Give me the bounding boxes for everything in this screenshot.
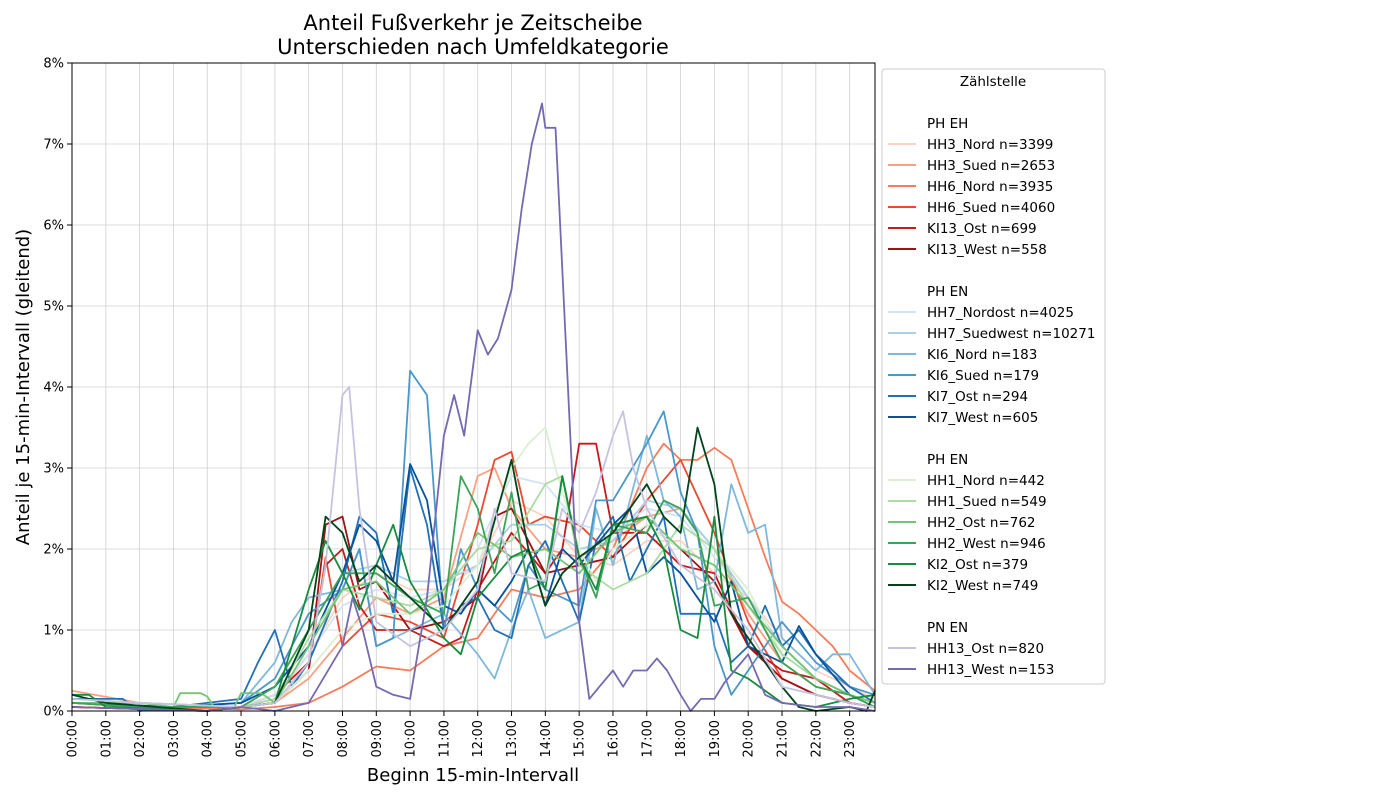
x-tick-label: 00:00	[66, 720, 81, 757]
legend-group-heading: PH EN	[927, 452, 968, 468]
x-tick-label: 09:00	[370, 720, 385, 757]
y-tick-label: 3%	[43, 462, 64, 477]
legend-entry: KI2_Ost n=379	[927, 557, 1028, 573]
x-tick-label: 22:00	[809, 720, 824, 757]
series-line	[72, 467, 876, 712]
legend-entry: HH13_Ost n=820	[927, 641, 1044, 657]
series-line	[71, 102, 876, 712]
x-tick-label: 11:00	[437, 720, 452, 757]
legend-entry: HH1_Sued n=549	[927, 494, 1047, 510]
series-line	[72, 515, 876, 708]
legend-group-heading: PN EN	[927, 620, 968, 636]
x-tick-label: 06:00	[268, 720, 283, 757]
y-tick-label: 1%	[43, 624, 64, 639]
x-tick-label: 23:00	[843, 720, 858, 757]
x-tick-label: 14:00	[539, 720, 554, 757]
y-tick-label: 4%	[43, 381, 64, 396]
x-tick-label: 08:00	[336, 720, 351, 757]
y-tick-label: 6%	[43, 219, 64, 234]
x-axis-label: Beginn 15-min-Intervall	[367, 765, 579, 786]
series-line	[72, 475, 876, 708]
y-tick-label: 0%	[43, 705, 64, 720]
x-tick-label: 10:00	[404, 720, 419, 757]
legend-entry: HH3_Sued n=2653	[927, 158, 1055, 174]
legend-entry: HH1_Nord n=442	[927, 473, 1045, 489]
series-line	[72, 499, 876, 708]
legend-entry: HH2_Ost n=762	[927, 515, 1036, 531]
y-tick-label: 5%	[43, 300, 64, 315]
x-tick-label: 01:00	[99, 720, 114, 757]
legend-entry: HH13_West n=153	[927, 662, 1054, 678]
legend-entry: HH6_Sued n=4060	[927, 200, 1055, 216]
legend-entry: HH6_Nord n=3935	[927, 179, 1053, 195]
series-line	[72, 475, 876, 708]
chart-title: Anteil Fußverkehr je Zeitscheibe	[303, 11, 642, 35]
x-tick-label: 19:00	[708, 720, 723, 757]
y-tick-label: 2%	[43, 543, 64, 558]
x-tick-label: 05:00	[235, 720, 250, 757]
x-axis-ticks: 00:00 01:00 02:00 03:00 04:00 05:00 06:00 07:00…	[66, 711, 858, 757]
legend-entry: HH2_West n=946	[927, 536, 1046, 552]
legend-entry: KI13_West n=558	[927, 242, 1047, 258]
legend-entry: KI7_Ost n=294	[927, 389, 1028, 405]
legend-title: Zählstelle	[960, 74, 1026, 90]
legend-entry: KI6_Sued n=179	[927, 368, 1039, 384]
y-tick-label: 7%	[43, 138, 64, 153]
x-tick-label: 07:00	[302, 720, 317, 757]
x-tick-label: 12:00	[471, 720, 486, 757]
legend-entry: HH7_Suedwest n=10271	[927, 326, 1095, 342]
x-tick-label: 21:00	[776, 720, 791, 757]
series-line	[72, 426, 876, 708]
series-line	[71, 386, 876, 708]
legend-entry: KI7_West n=605	[927, 410, 1038, 426]
legend-entry: HH3_Nord n=3399	[927, 137, 1053, 153]
series-line	[71, 475, 876, 708]
title-group: Anteil Fußverkehr je Zeitscheibe Untersc…	[277, 11, 669, 59]
legend-box	[881, 68, 1106, 685]
legend-group-heading: PH EH	[927, 116, 968, 132]
y-tick-label: 8%	[43, 57, 64, 72]
series-line	[71, 426, 876, 712]
x-tick-label: 17:00	[640, 720, 655, 757]
x-tick-label: 20:00	[742, 720, 757, 757]
x-tick-label: 04:00	[201, 720, 216, 757]
x-tick-label: 18:00	[674, 720, 689, 757]
series-line	[72, 475, 876, 712]
legend-group-heading: PH EN	[927, 284, 968, 300]
legend-entry: KI13_Ost n=699	[927, 221, 1037, 237]
legend-entry: KI6_Nord n=183	[927, 347, 1037, 363]
legend: Zählstelle PH EH HH3_Nord n=3399 HH3_Sued …	[881, 68, 1106, 685]
x-tick-label: 15:00	[573, 720, 588, 757]
grid-lines	[71, 63, 875, 711]
x-tick-label: 02:00	[133, 720, 148, 757]
legend-entry: HH7_Nordost n=4025	[927, 305, 1074, 321]
chart-subtitle: Unterschieden nach Umfeldkategorie	[277, 35, 669, 59]
legend-entry: KI2_West n=749	[927, 578, 1038, 594]
x-tick-label: 03:00	[167, 720, 182, 757]
series-lines	[71, 102, 876, 712]
x-tick-label: 13:00	[505, 720, 520, 757]
y-axis-ticks: 0% 1% 2% 3% 4% 5% 6% 7% 8%	[43, 57, 72, 720]
y-axis-label: Anteil je 15-min-Intervall (gleitend)	[13, 229, 34, 545]
x-tick-label: 16:00	[606, 720, 621, 757]
